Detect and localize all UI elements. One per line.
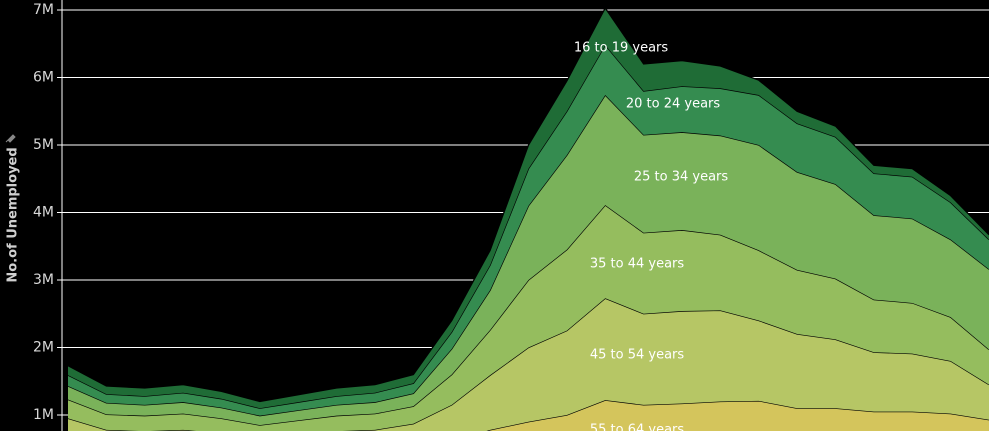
y-tick-label: 6M — [33, 70, 54, 86]
area-label: 55 to 64 years — [590, 423, 685, 431]
area-label: 25 to 34 years — [634, 170, 729, 185]
area — [486, 400, 989, 431]
y-tick-label: 1M — [33, 407, 54, 423]
y-tick-label: 2M — [33, 340, 54, 356]
area-label: 45 to 54 years — [590, 348, 685, 363]
area — [68, 298, 989, 431]
area-label: 35 to 44 years — [590, 257, 685, 272]
area-edge — [67, 6, 989, 403]
y-tick-label: 5M — [33, 137, 54, 153]
area — [68, 205, 989, 431]
y-axis-title: No.of Unemployed — [6, 147, 21, 282]
area — [68, 95, 989, 426]
area-label: 16 to 19 years — [574, 41, 669, 56]
area-label: 20 to 24 years — [626, 97, 721, 112]
y-tick-label: 7M — [33, 2, 54, 18]
area — [68, 45, 989, 416]
pin-icon — [5, 134, 16, 143]
y-tick-label: 3M — [33, 272, 54, 288]
y-tick-label: 4M — [33, 205, 54, 221]
